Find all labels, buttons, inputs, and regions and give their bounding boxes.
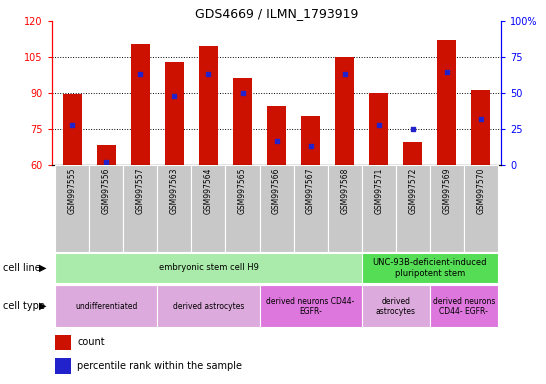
Bar — [131, 44, 150, 165]
Bar — [328, 165, 361, 252]
Point — [442, 68, 451, 74]
Text: GSM997556: GSM997556 — [102, 168, 111, 214]
Bar — [430, 285, 498, 327]
Bar — [294, 165, 328, 252]
Text: UNC-93B-deficient-induced
pluripotent stem: UNC-93B-deficient-induced pluripotent st… — [372, 258, 487, 278]
Bar — [55, 165, 90, 252]
Point — [306, 143, 315, 149]
Text: GSM997563: GSM997563 — [170, 168, 179, 214]
Text: GSM997572: GSM997572 — [408, 168, 417, 214]
Bar — [403, 142, 422, 165]
Bar — [233, 78, 252, 165]
Bar — [55, 334, 71, 350]
Text: ▶: ▶ — [39, 263, 46, 273]
Bar — [225, 165, 259, 252]
Text: embryonic stem cell H9: embryonic stem cell H9 — [158, 263, 258, 272]
Bar — [301, 116, 320, 165]
Bar — [55, 253, 361, 283]
Title: GDS4669 / ILMN_1793919: GDS4669 / ILMN_1793919 — [195, 7, 358, 20]
Text: cell type: cell type — [3, 301, 45, 311]
Text: percentile rank within the sample: percentile rank within the sample — [78, 361, 242, 371]
Bar — [437, 40, 456, 165]
Text: GSM997565: GSM997565 — [238, 168, 247, 214]
Text: derived neurons
CD44- EGFR-: derived neurons CD44- EGFR- — [432, 296, 495, 316]
Bar — [157, 285, 259, 327]
Bar — [361, 285, 430, 327]
Text: derived neurons CD44-
EGFR-: derived neurons CD44- EGFR- — [266, 296, 355, 316]
Text: GSM997567: GSM997567 — [306, 168, 315, 214]
Point — [272, 137, 281, 144]
Bar — [361, 165, 396, 252]
Bar — [165, 62, 184, 165]
Text: GSM997566: GSM997566 — [272, 168, 281, 214]
Bar — [267, 106, 286, 165]
Text: derived astrocytes: derived astrocytes — [173, 302, 244, 311]
Point — [68, 122, 76, 128]
Bar — [361, 253, 498, 283]
Bar — [55, 358, 71, 374]
Bar — [335, 57, 354, 165]
Bar — [430, 165, 464, 252]
Text: cell line: cell line — [3, 263, 40, 273]
Bar — [90, 165, 123, 252]
Text: GSM997570: GSM997570 — [476, 168, 485, 214]
Point — [375, 122, 383, 128]
Bar — [157, 165, 192, 252]
Point — [136, 71, 145, 78]
Bar — [369, 93, 388, 165]
Text: count: count — [78, 337, 105, 347]
Point — [238, 90, 247, 96]
Bar — [471, 89, 490, 165]
Point — [408, 126, 417, 132]
Text: GSM997564: GSM997564 — [204, 168, 213, 214]
Point — [340, 71, 349, 78]
Text: undifferentiated: undifferentiated — [75, 302, 138, 311]
Point — [204, 71, 213, 78]
Bar — [396, 165, 430, 252]
Point — [477, 116, 485, 122]
Text: GSM997555: GSM997555 — [68, 168, 77, 214]
Text: GSM997571: GSM997571 — [374, 168, 383, 214]
Text: GSM997568: GSM997568 — [340, 168, 349, 214]
Bar — [199, 46, 218, 165]
Bar — [63, 94, 82, 165]
Point — [170, 93, 179, 99]
Bar — [259, 285, 361, 327]
Text: GSM997569: GSM997569 — [442, 168, 451, 214]
Text: derived
astrocytes: derived astrocytes — [376, 296, 416, 316]
Bar — [123, 165, 157, 252]
Text: GSM997557: GSM997557 — [136, 168, 145, 214]
Bar — [55, 285, 157, 327]
Point — [102, 159, 111, 165]
Bar — [192, 165, 225, 252]
Bar — [259, 165, 294, 252]
Bar — [464, 165, 498, 252]
Text: ▶: ▶ — [39, 301, 46, 311]
Bar — [97, 145, 116, 165]
